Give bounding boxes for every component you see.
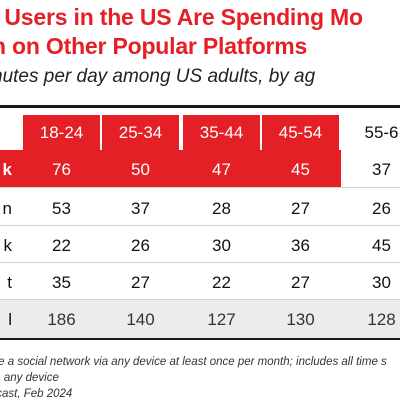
chart-footnotes: use a social network via any device at l… xyxy=(0,354,387,400)
column-header-0: 18-24 xyxy=(40,123,83,142)
chart-title-line-1: l Users in the US Are Spending Mo xyxy=(0,4,363,30)
column-header-bg-2 xyxy=(183,115,260,150)
cell-r0-c3: 45 xyxy=(291,160,310,179)
table-bottom-rule xyxy=(0,338,400,340)
column-header-bg-3 xyxy=(262,115,339,150)
footnote-line-1: use a social network via any device at l… xyxy=(0,356,387,368)
highlight-row-bg xyxy=(0,150,341,188)
cell-r0-c4: 37 xyxy=(372,160,391,179)
cell-r2-c0: 22 xyxy=(52,236,71,255)
cell-r1-c3: 27 xyxy=(291,199,310,218)
column-header-bg-0 xyxy=(23,115,100,150)
chart-title-line-2: h on Other Popular Platforms xyxy=(0,33,308,59)
row-divider-2 xyxy=(0,262,400,263)
row-label-1: n xyxy=(3,199,12,218)
row-divider-1 xyxy=(0,225,400,226)
cell-r4-c2: 127 xyxy=(207,310,235,329)
cell-r2-c2: 30 xyxy=(212,236,231,255)
row-divider-0 xyxy=(0,187,400,188)
cell-r4-c3: 130 xyxy=(286,310,314,329)
column-header-3: 45-54 xyxy=(279,123,322,142)
total-row-bg xyxy=(0,300,400,338)
row-label-0: k xyxy=(3,160,13,179)
cell-r1-c1: 37 xyxy=(131,199,150,218)
cell-r2-c4: 45 xyxy=(372,236,391,255)
row-divider-3 xyxy=(0,299,400,300)
cell-r3-c2: 22 xyxy=(212,273,231,292)
cell-r4-c1: 140 xyxy=(126,310,154,329)
cell-r1-c0: 53 xyxy=(52,199,71,218)
cell-r3-c3: 27 xyxy=(291,273,310,292)
row-label-2: k xyxy=(4,236,13,255)
cell-r2-c3: 36 xyxy=(291,236,310,255)
cell-r2-c1: 26 xyxy=(131,236,150,255)
cell-r0-c1: 50 xyxy=(131,160,150,179)
cell-r0-c0: 76 xyxy=(52,160,71,179)
column-header-bg-1 xyxy=(102,115,179,150)
source-line: recast, Feb 2024 xyxy=(0,388,73,400)
column-header-1: 25-34 xyxy=(119,123,162,142)
cell-r3-c1: 27 xyxy=(131,273,150,292)
cell-r1-c2: 28 xyxy=(212,199,231,218)
column-header-4: 55-6 xyxy=(364,123,398,142)
footnote-line-2: via any device xyxy=(0,372,59,384)
cell-r1-c4: 26 xyxy=(372,199,391,218)
cell-r3-c0: 35 xyxy=(52,273,71,292)
cell-r4-c0: 186 xyxy=(47,310,75,329)
column-header-2: 35-44 xyxy=(200,123,243,142)
cell-r3-c4: 30 xyxy=(372,273,391,292)
header-divider xyxy=(0,105,400,108)
cell-r0-c2: 47 xyxy=(212,160,231,179)
row-label-3: t xyxy=(7,273,12,292)
row-label-4: l xyxy=(8,310,12,329)
cell-r4-c4: 128 xyxy=(367,310,395,329)
chart-subtitle: nutes per day among US adults, by ag xyxy=(0,66,316,87)
